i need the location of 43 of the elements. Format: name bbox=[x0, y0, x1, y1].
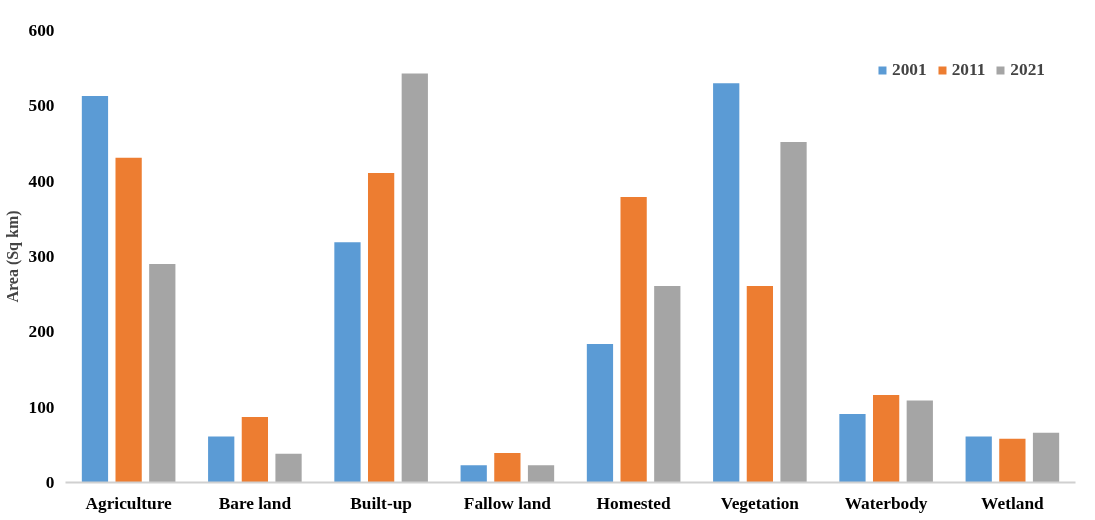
bar bbox=[654, 285, 681, 483]
y-tick-label: 0 bbox=[45, 473, 55, 492]
legend-label: 2001 bbox=[891, 60, 927, 80]
bar bbox=[965, 436, 992, 483]
bar bbox=[115, 157, 142, 483]
y-tick-label: 200 bbox=[28, 322, 55, 342]
y-tick-label: 500 bbox=[28, 96, 55, 116]
y-tick-label: 400 bbox=[28, 171, 55, 191]
bar bbox=[460, 465, 487, 483]
y-tick-label: 300 bbox=[28, 247, 55, 266]
bar bbox=[208, 436, 235, 483]
bar bbox=[999, 438, 1026, 483]
bar bbox=[1032, 432, 1060, 483]
x-tick-label: Vegetation bbox=[720, 493, 800, 513]
bar bbox=[620, 196, 647, 483]
bar bbox=[81, 96, 109, 483]
y-axis-title: Area (Sq km) bbox=[3, 210, 22, 303]
bar bbox=[872, 395, 900, 483]
bar bbox=[586, 343, 614, 483]
x-tick-label: Agriculture bbox=[85, 493, 173, 513]
legend-label: 2011 bbox=[951, 60, 986, 80]
y-tick-label: 600 bbox=[28, 21, 55, 40]
x-tick-label: Fallow land bbox=[463, 493, 552, 513]
bar bbox=[713, 83, 740, 483]
bar bbox=[746, 285, 774, 483]
x-tick-label: Wetland bbox=[981, 493, 1045, 513]
x-tick-label: Waterbody bbox=[844, 493, 928, 513]
bar bbox=[334, 242, 361, 483]
bar bbox=[275, 453, 302, 483]
bar bbox=[401, 73, 428, 483]
legend-label: 2021 bbox=[1010, 60, 1045, 80]
bar bbox=[367, 172, 395, 483]
bar bbox=[494, 453, 521, 483]
bar bbox=[527, 465, 555, 483]
y-tick-label: 100 bbox=[28, 397, 55, 417]
bar bbox=[149, 264, 176, 483]
x-tick-label: Built-up bbox=[350, 493, 412, 513]
bar bbox=[906, 400, 933, 483]
bar bbox=[780, 141, 807, 483]
x-tick-label: Bare land bbox=[218, 493, 292, 513]
bar bbox=[839, 413, 866, 483]
x-tick-label: Homested bbox=[596, 493, 672, 513]
bar bbox=[241, 416, 269, 483]
